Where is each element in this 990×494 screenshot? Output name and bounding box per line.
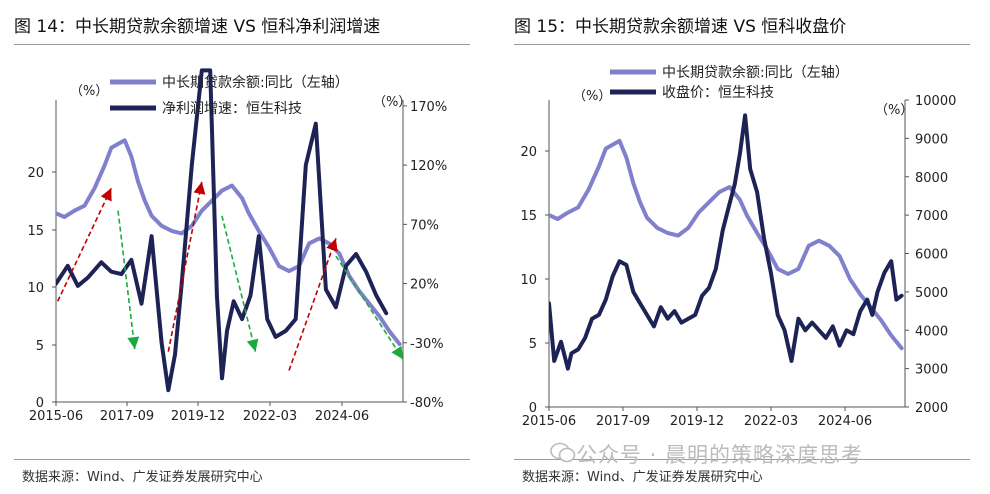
trend-arrow-head [193, 181, 206, 195]
trend-arrow-head [127, 336, 140, 350]
y-tick-label-right: 170% [410, 100, 447, 115]
x-tick-label: 2024-06 [818, 414, 872, 429]
watermark: 公众号 · 晨明的策略深度思考 [576, 443, 864, 467]
y-tick-label-right: 4000 [915, 324, 948, 339]
wechat-icon [550, 442, 576, 463]
source-note-right: 数据来源：Wind、广发证券发展研究中心 [522, 470, 763, 485]
trend-arrow-head [246, 338, 259, 352]
trend-arrow-head [100, 188, 112, 202]
chart-title-right: 图 15：中长期贷款余额增速 VS 恒科收盘价 [514, 17, 847, 37]
x-tick-label: 2022-03 [243, 409, 297, 424]
chart-title-left: 图 14：中长期贷款余额增速 VS 恒科净利润增速 [14, 17, 381, 37]
y-tick-label-left: 5 [529, 337, 537, 352]
y-tick-label-left: 10 [27, 281, 44, 296]
trend-arrow-line [117, 210, 136, 350]
y-tick-label-right: 3000 [915, 363, 948, 378]
footer-divider-left [14, 459, 470, 460]
trend-arrow-head [326, 238, 338, 252]
x-tick-label: 2017-09 [100, 409, 154, 424]
title-divider-right [514, 44, 970, 45]
y-tick-label-left: 10 [520, 273, 537, 288]
y-tick-label-right: 9000 [915, 132, 948, 147]
right-axis-unit: （%） [373, 95, 411, 110]
y-tick-label-right: 7000 [915, 209, 948, 224]
y-tick-label-right: 6000 [915, 248, 948, 263]
trend-arrow-line [335, 255, 404, 360]
y-tick-label-right: 8000 [915, 171, 948, 186]
x-tick-label: 2015-06 [522, 414, 576, 429]
y-tick-label-left: 0 [529, 401, 537, 416]
legend-label: 中长期贷款余额:同比（左轴） [162, 74, 349, 91]
y-tick-label-left: 0 [36, 396, 44, 411]
y-tick-label-left: 5 [36, 339, 44, 354]
y-tick-label-left: 15 [27, 224, 44, 239]
x-tick-label: 2019-12 [171, 409, 225, 424]
x-tick-label: 2019-12 [670, 414, 724, 429]
y-tick-label-right: -30% [410, 337, 444, 352]
right-axis-unit: （%） [875, 103, 913, 118]
trend-arrow-line [56, 187, 113, 302]
series-line-1 [56, 138, 402, 347]
series-line-2 [549, 113, 904, 371]
chart-2: 2015-06 2017-09 2019-12 2022-03 2024-06 0 5 10 1… [520, 64, 956, 429]
trend-arrow-line [288, 238, 337, 371]
y-tick-label-left: 20 [27, 166, 44, 181]
series-line-2 [56, 68, 389, 393]
series-line-1 [549, 138, 904, 351]
y-tick-label-right: 120% [410, 159, 447, 174]
legend-label: 中长期贷款余额:同比（左轴） [662, 64, 849, 81]
y-tick-label-right: 10000 [915, 94, 956, 109]
y-tick-label-right: -80% [410, 396, 444, 411]
legend-label: 净利润增速：恒生科技 [162, 101, 302, 117]
x-tick-label: 2024-06 [315, 409, 369, 424]
y-tick-label-right: 20% [410, 278, 439, 293]
legend-label: 收盘价：恒生科技 [662, 84, 774, 101]
footer-divider-right [514, 459, 970, 460]
trend-arrow-head [391, 345, 403, 360]
x-tick-label: 2022-03 [744, 414, 798, 429]
y-tick-label-left: 15 [520, 209, 537, 224]
chart-1: 2015-06 2017-09 2019-12 2022-03 2024-06 0 5 10 1… [27, 68, 447, 424]
source-note-left: 数据来源：Wind、广发证券发展研究中心 [22, 470, 263, 485]
left-axis-unit: （%） [70, 84, 108, 99]
y-tick-label-right: 70% [410, 218, 439, 233]
title-divider-left [14, 44, 470, 45]
y-tick-label-right: 5000 [915, 286, 948, 301]
x-tick-label: 2015-06 [29, 409, 83, 424]
y-tick-label-left: 20 [520, 145, 537, 160]
left-axis-unit: （%） [573, 89, 611, 104]
x-tick-label: 2017-09 [596, 414, 650, 429]
trend-arrow-line [167, 181, 203, 352]
y-tick-label-right: 2000 [915, 401, 948, 416]
trend-arrow-line [221, 215, 257, 352]
